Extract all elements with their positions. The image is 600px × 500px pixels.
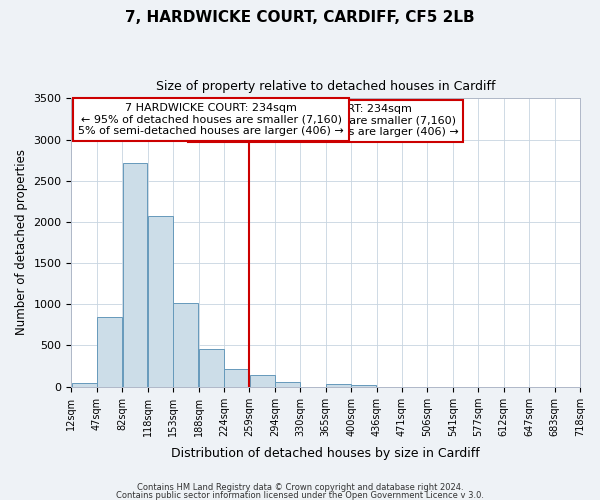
Bar bbox=[122, 162, 148, 386]
Bar bbox=[97, 316, 122, 386]
Text: Contains public sector information licensed under the Open Government Licence v : Contains public sector information licen… bbox=[116, 490, 484, 500]
Bar bbox=[275, 382, 300, 386]
Title: Size of property relative to detached houses in Cardiff: Size of property relative to detached ho… bbox=[156, 80, 496, 93]
Text: 7, HARDWICKE COURT, CARDIFF, CF5 2LB: 7, HARDWICKE COURT, CARDIFF, CF5 2LB bbox=[125, 10, 475, 25]
Bar bbox=[224, 370, 249, 386]
Bar bbox=[199, 349, 224, 387]
Y-axis label: Number of detached properties: Number of detached properties bbox=[15, 150, 28, 336]
Bar bbox=[71, 382, 97, 386]
X-axis label: Distribution of detached houses by size in Cardiff: Distribution of detached houses by size … bbox=[172, 447, 480, 460]
Bar bbox=[148, 216, 173, 386]
Text: 7 HARDWICKE COURT: 234sqm
← 95% of detached houses are smaller (7,160)
5% of sem: 7 HARDWICKE COURT: 234sqm ← 95% of detac… bbox=[193, 104, 458, 138]
Bar bbox=[352, 385, 376, 386]
Bar bbox=[173, 304, 198, 386]
Bar bbox=[250, 374, 275, 386]
Bar bbox=[326, 384, 351, 386]
Text: Contains HM Land Registry data © Crown copyright and database right 2024.: Contains HM Land Registry data © Crown c… bbox=[137, 484, 463, 492]
Text: 7 HARDWICKE COURT: 234sqm
← 95% of detached houses are smaller (7,160)
5% of sem: 7 HARDWICKE COURT: 234sqm ← 95% of detac… bbox=[79, 102, 344, 136]
